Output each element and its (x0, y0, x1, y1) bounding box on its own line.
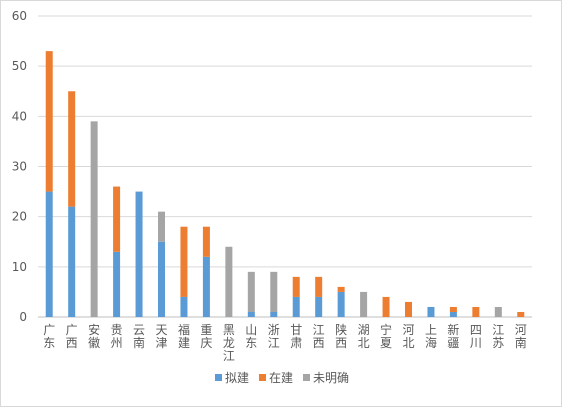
bar-segment (472, 306, 480, 317)
bar-segment (68, 206, 76, 317)
x-tick-label: 云南 (133, 323, 145, 350)
bar-segment (202, 256, 210, 317)
x-tick-label: 河南 (515, 323, 527, 350)
x-tick-label: 新疆 (447, 322, 459, 350)
bars (45, 51, 525, 317)
x-tick-label: 四川 (470, 323, 482, 350)
bar-segment (270, 271, 278, 312)
legend-label: 拟建 (225, 371, 249, 385)
bar-segment (45, 51, 53, 192)
bar-segment (315, 296, 323, 317)
bar-segment (68, 91, 76, 207)
y-tick-label: 60 (12, 9, 27, 23)
x-tick-label: 广东 (43, 323, 55, 350)
y-tick-label: 0 (19, 310, 27, 324)
x-tick-label: 黑龙江 (223, 323, 235, 363)
x-tick-label: 广西 (66, 323, 78, 350)
bar-segment (292, 276, 300, 297)
x-tick-label: 重庆 (200, 323, 212, 350)
bar-segment (180, 296, 188, 317)
bar-segment (270, 311, 278, 317)
bar-segment (45, 191, 53, 317)
y-tick-label: 20 (12, 210, 27, 224)
x-tick-label: 山东 (245, 323, 257, 350)
y-tick-label: 40 (12, 109, 27, 123)
x-tick-label: 天津 (155, 323, 167, 350)
bar-segment (247, 271, 255, 312)
legend-swatch (215, 374, 222, 381)
x-tick-label: 浙江 (268, 323, 280, 350)
bar-segment (360, 291, 368, 317)
x-tick-label: 陕西 (335, 322, 347, 350)
x-tick-label: 甘肃 (290, 323, 302, 350)
legend-label: 在建 (269, 371, 293, 385)
y-tick-label: 10 (12, 260, 27, 274)
bar-segment (180, 226, 188, 297)
y-axis-ticks: 0 10 20 30 40 50 60 (12, 9, 27, 324)
legend-swatch (303, 374, 310, 381)
bar-segment (449, 311, 457, 317)
x-tick-label: 宁夏 (380, 322, 392, 350)
x-tick-label: 江西 (313, 323, 325, 350)
bar-segment (315, 276, 323, 297)
x-tick-label: 湖北 (358, 322, 370, 350)
y-tick-label: 50 (12, 59, 27, 73)
bar-segment (225, 246, 233, 317)
x-tick-label: 贵州 (111, 323, 123, 350)
x-tick-label: 安徽 (88, 322, 100, 350)
bar-segment (135, 191, 143, 317)
bar-segment (449, 306, 457, 312)
x-axis-ticks: 广东广西安徽贵州云南天津福建重庆黑龙江山东浙江甘肃江西陕西湖北宁夏河北上海新疆四… (43, 322, 527, 363)
bar-segment (158, 241, 165, 317)
legend-swatch (259, 374, 266, 381)
bar-segment (247, 311, 255, 317)
bar-segment (427, 306, 435, 317)
x-tick-label: 江苏 (492, 323, 504, 350)
bar-segment (113, 251, 121, 317)
bar-segment (405, 301, 412, 317)
bar-segment (337, 286, 345, 292)
gridlines (38, 15, 532, 318)
bar-segment (202, 226, 210, 257)
bar-segment (337, 291, 345, 317)
bar-segment (113, 186, 121, 252)
bar-segment (90, 121, 98, 317)
bar-segment (158, 211, 165, 242)
x-tick-label: 福建 (178, 322, 190, 350)
legend-label: 未明确 (313, 371, 349, 385)
x-tick-label: 上海 (425, 323, 437, 350)
legend: 拟建 在建 未明确 (215, 371, 349, 385)
bar-segment (494, 306, 502, 317)
bar-segment (382, 296, 390, 317)
y-tick-label: 30 (12, 160, 27, 174)
x-tick-label: 河北 (402, 323, 414, 350)
bar-segment (292, 296, 300, 317)
bar-segment (517, 311, 525, 317)
